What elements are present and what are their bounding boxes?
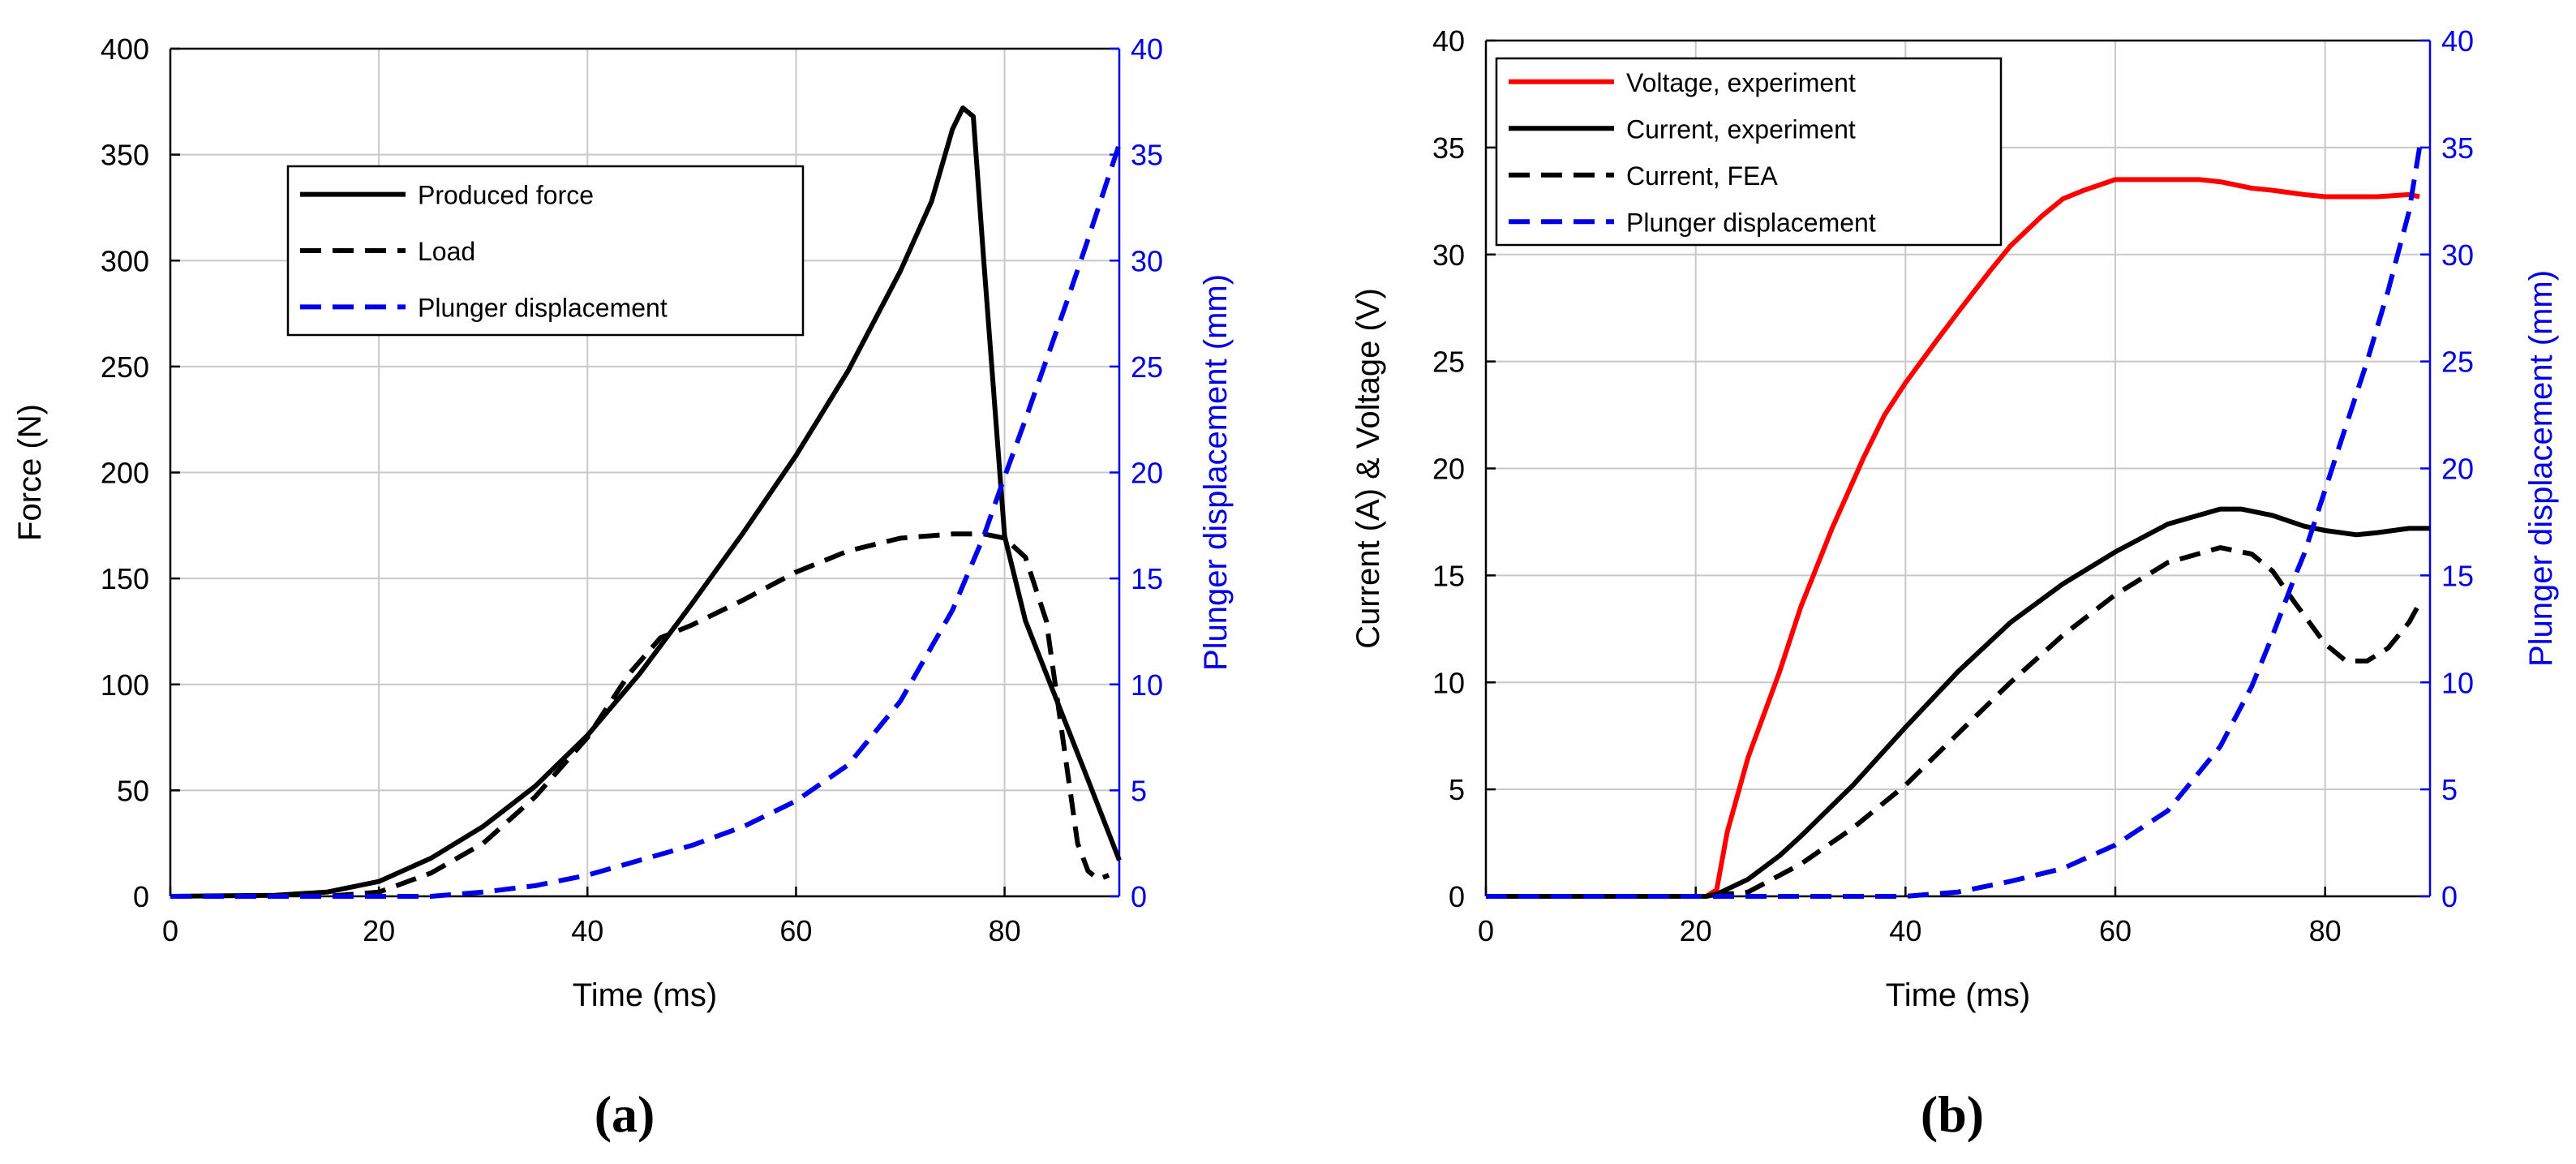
y2-tick-label: 35 <box>1131 139 1163 172</box>
y2-tick-label: 0 <box>1131 880 1147 913</box>
y-axis-label: Force (N) <box>12 404 48 541</box>
y-axis-label: Current (A) & Voltage (V) <box>1350 288 1386 649</box>
y2-axis-label: Plunger displacement (mm) <box>1198 274 1234 671</box>
y2-tick-label: 0 <box>2441 880 2458 913</box>
legend-label: Plunger displacement <box>418 293 668 322</box>
y2-axis-label: Plunger displacement (mm) <box>2523 270 2559 667</box>
legend-label: Load <box>418 237 475 266</box>
series-line-produced-force <box>170 105 1122 899</box>
series-line-current-experiment <box>1486 506 2430 899</box>
y2-tick-label: 30 <box>1131 244 1163 277</box>
x-tick-label: 60 <box>779 914 812 947</box>
x-axis-label: Time (ms) <box>1886 977 2030 1013</box>
series-line-plunger-displacement <box>1486 147 2423 899</box>
y-tick-label: 5 <box>1449 773 1465 806</box>
y2-tick-label: 15 <box>2441 559 2474 592</box>
panel-caption: (b) <box>1921 1085 1984 1143</box>
y2-tick-label: 5 <box>2441 773 2458 806</box>
y-tick-label: 10 <box>1432 666 1465 699</box>
chart-panel-a: 0 20 40 60 80 0 50 100 150 200 250 300 350 400 0 5 10 15 2… <box>12 32 1234 1143</box>
y-tick-label: 25 <box>1432 346 1465 379</box>
y-tick-label: 0 <box>1449 880 1465 913</box>
y2-tick-label: 10 <box>2441 666 2474 699</box>
y2-tick-label: 10 <box>1131 668 1163 702</box>
legend-label: Current, FEA <box>1626 161 1778 191</box>
x-tick-label: 40 <box>1889 914 1921 947</box>
y-tick-label: 300 <box>101 244 149 277</box>
panel-caption: (a) <box>595 1085 655 1143</box>
y-tick-label: 150 <box>101 562 149 595</box>
y-tick-label: 30 <box>1432 238 1465 272</box>
series-line-voltage-experiment <box>1486 177 2420 899</box>
x-tick-label: 0 <box>162 914 178 947</box>
series-line-plunger-displacement <box>170 143 1122 899</box>
y-tick-label: 200 <box>101 457 149 490</box>
y2-tick-label: 40 <box>1131 32 1163 66</box>
y-tick-label: 35 <box>1432 131 1465 165</box>
y2-tick-label: 30 <box>2441 238 2474 272</box>
chart-panel-b: 0 20 40 60 80 0 5 10 15 20 25 30 35 40 0 5 10 15 20 25 30 35 4… <box>1350 24 2559 1143</box>
y-tick-label: 50 <box>117 774 149 807</box>
y-tick-label: 15 <box>1432 559 1465 592</box>
y-tick-label: 20 <box>1432 453 1465 486</box>
y2-tick-label: 5 <box>1131 774 1147 807</box>
legend-box <box>1495 57 2003 247</box>
y-tick-label: 100 <box>101 668 149 702</box>
y2-tick-label: 40 <box>2441 24 2474 58</box>
y2-tick-label: 25 <box>1131 350 1163 384</box>
legend: Produced force Load Plunger displacement <box>286 165 805 337</box>
y2-tick-label: 25 <box>2441 346 2474 379</box>
x-tick-label: 80 <box>989 914 1021 947</box>
x-tick-label: 40 <box>571 914 603 947</box>
x-tick-label: 0 <box>1478 914 1494 947</box>
series-line-load <box>170 531 1110 899</box>
legend-label: Plunger displacement <box>1626 208 1876 237</box>
y2-tick-label: 20 <box>2441 453 2474 486</box>
legend: Voltage, experiment Current, experiment Cu… <box>1495 57 2003 247</box>
x-tick-label: 80 <box>2309 914 2342 947</box>
y2-tick-label: 15 <box>1131 562 1163 595</box>
x-axis-label: Time (ms) <box>573 977 717 1013</box>
y-tick-label: 250 <box>101 350 149 384</box>
legend-label: Produced force <box>418 181 594 210</box>
legend-label: Current, experiment <box>1626 114 1856 144</box>
y-tick-label: 350 <box>101 139 149 172</box>
y-tick-label: 0 <box>133 880 149 913</box>
y-tick-label: 40 <box>1432 24 1465 58</box>
x-tick-label: 20 <box>1680 914 1712 947</box>
series-line-current-fea <box>1486 545 2422 899</box>
legend-label: Voltage, experiment <box>1626 68 1856 97</box>
x-tick-label: 60 <box>2099 914 2132 947</box>
y2-tick-label: 20 <box>1131 457 1163 490</box>
x-tick-label: 20 <box>363 914 395 947</box>
y-tick-label: 400 <box>101 32 149 66</box>
y2-tick-label: 35 <box>2441 131 2474 165</box>
